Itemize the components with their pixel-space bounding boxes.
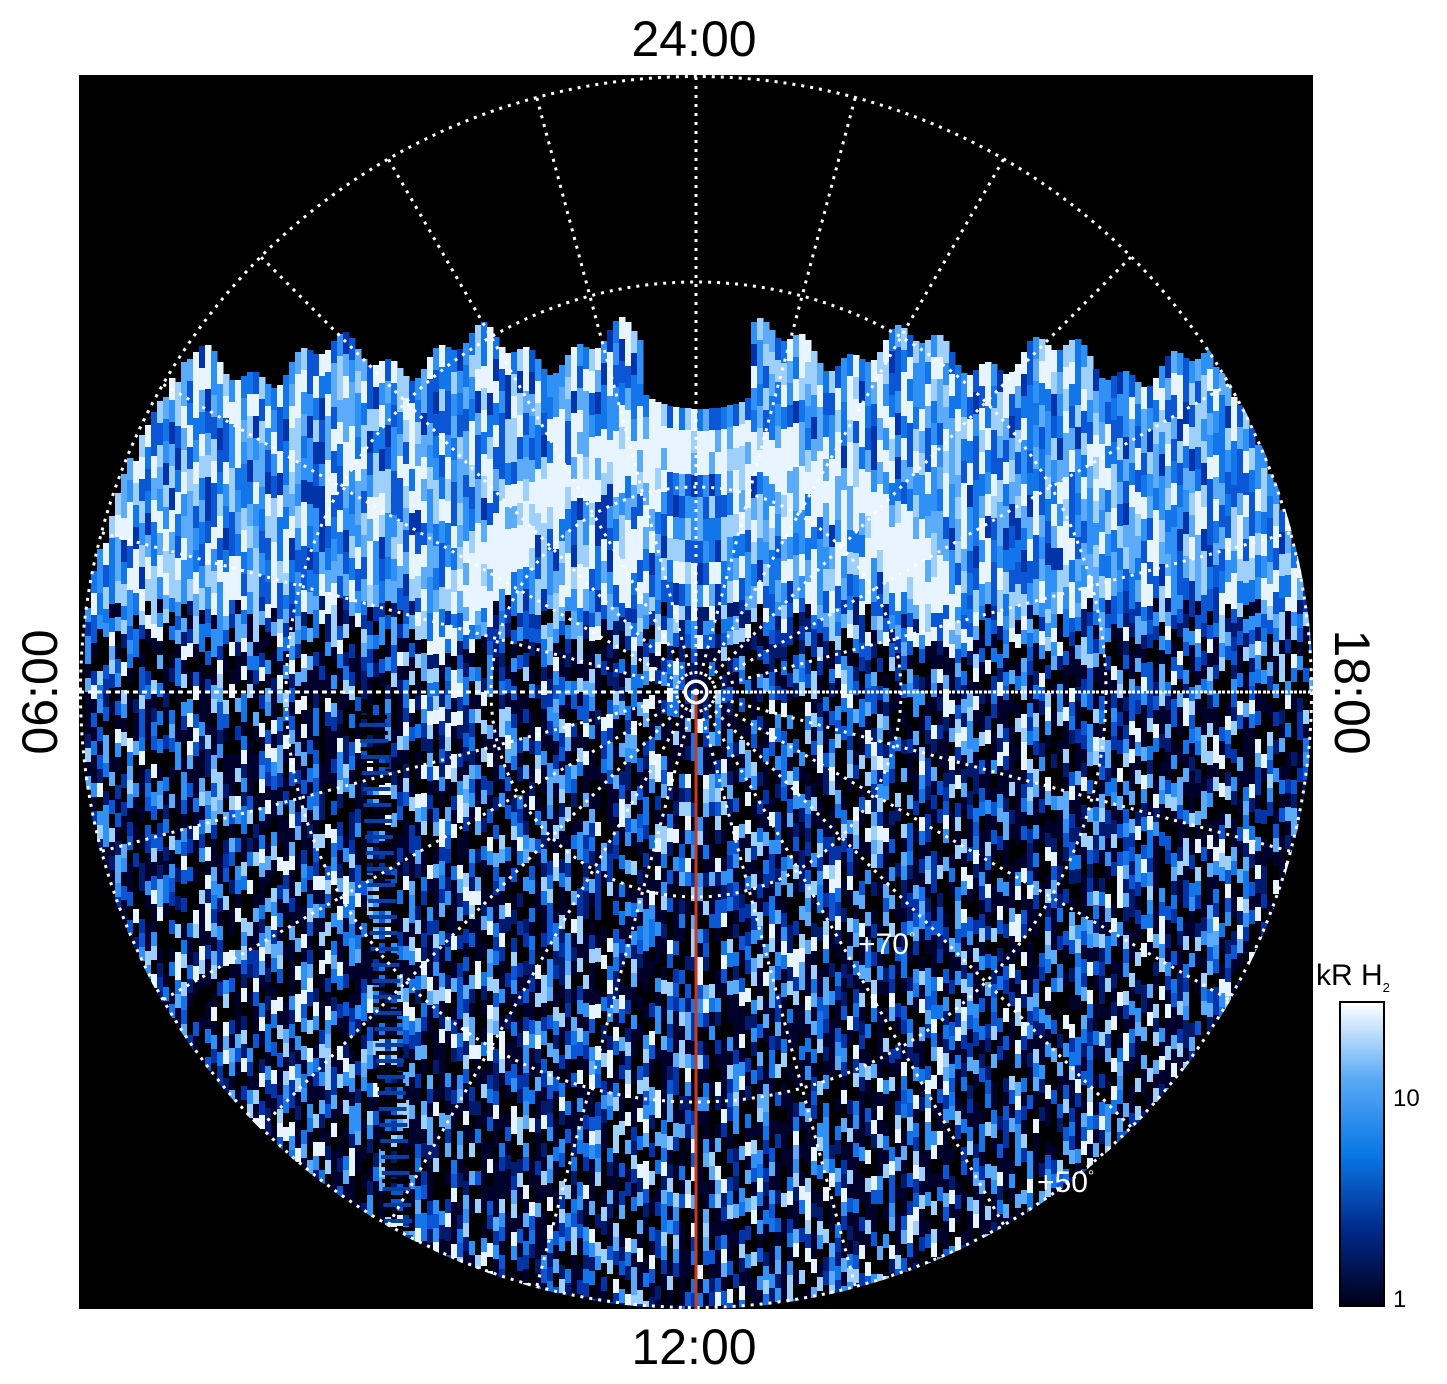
colorbar-tick-10: 10 [1393, 1085, 1420, 1112]
pole-marker-icon [683, 679, 709, 705]
colorbar-title-main: kR H [1316, 959, 1383, 992]
degree-symbol: ° [908, 930, 916, 947]
latitude-label-50: +50° [1037, 1166, 1094, 1200]
colorbar-title: kR H2 [1316, 959, 1390, 995]
latitude-value-70: +70 [858, 928, 909, 961]
local-time-label-dawn: 06:00 [12, 629, 68, 755]
colorbar-title-subscript: 2 [1382, 980, 1390, 995]
latitude-value-50: +50 [1037, 1166, 1088, 1199]
colorbar [1339, 1001, 1385, 1307]
colorbar-tick-1: 1 [1393, 1286, 1407, 1313]
degree-symbol: ° [1087, 1168, 1095, 1185]
emission-layer [85, 317, 1313, 1309]
polar-aurora-map [79, 75, 1313, 1309]
local-time-label-dusk: 18:00 [1324, 629, 1380, 755]
latitude-label-70: +70° [858, 928, 915, 962]
local-time-label-midnight: 24:00 [631, 11, 757, 67]
local-time-label-noon: 12:00 [631, 1319, 757, 1375]
